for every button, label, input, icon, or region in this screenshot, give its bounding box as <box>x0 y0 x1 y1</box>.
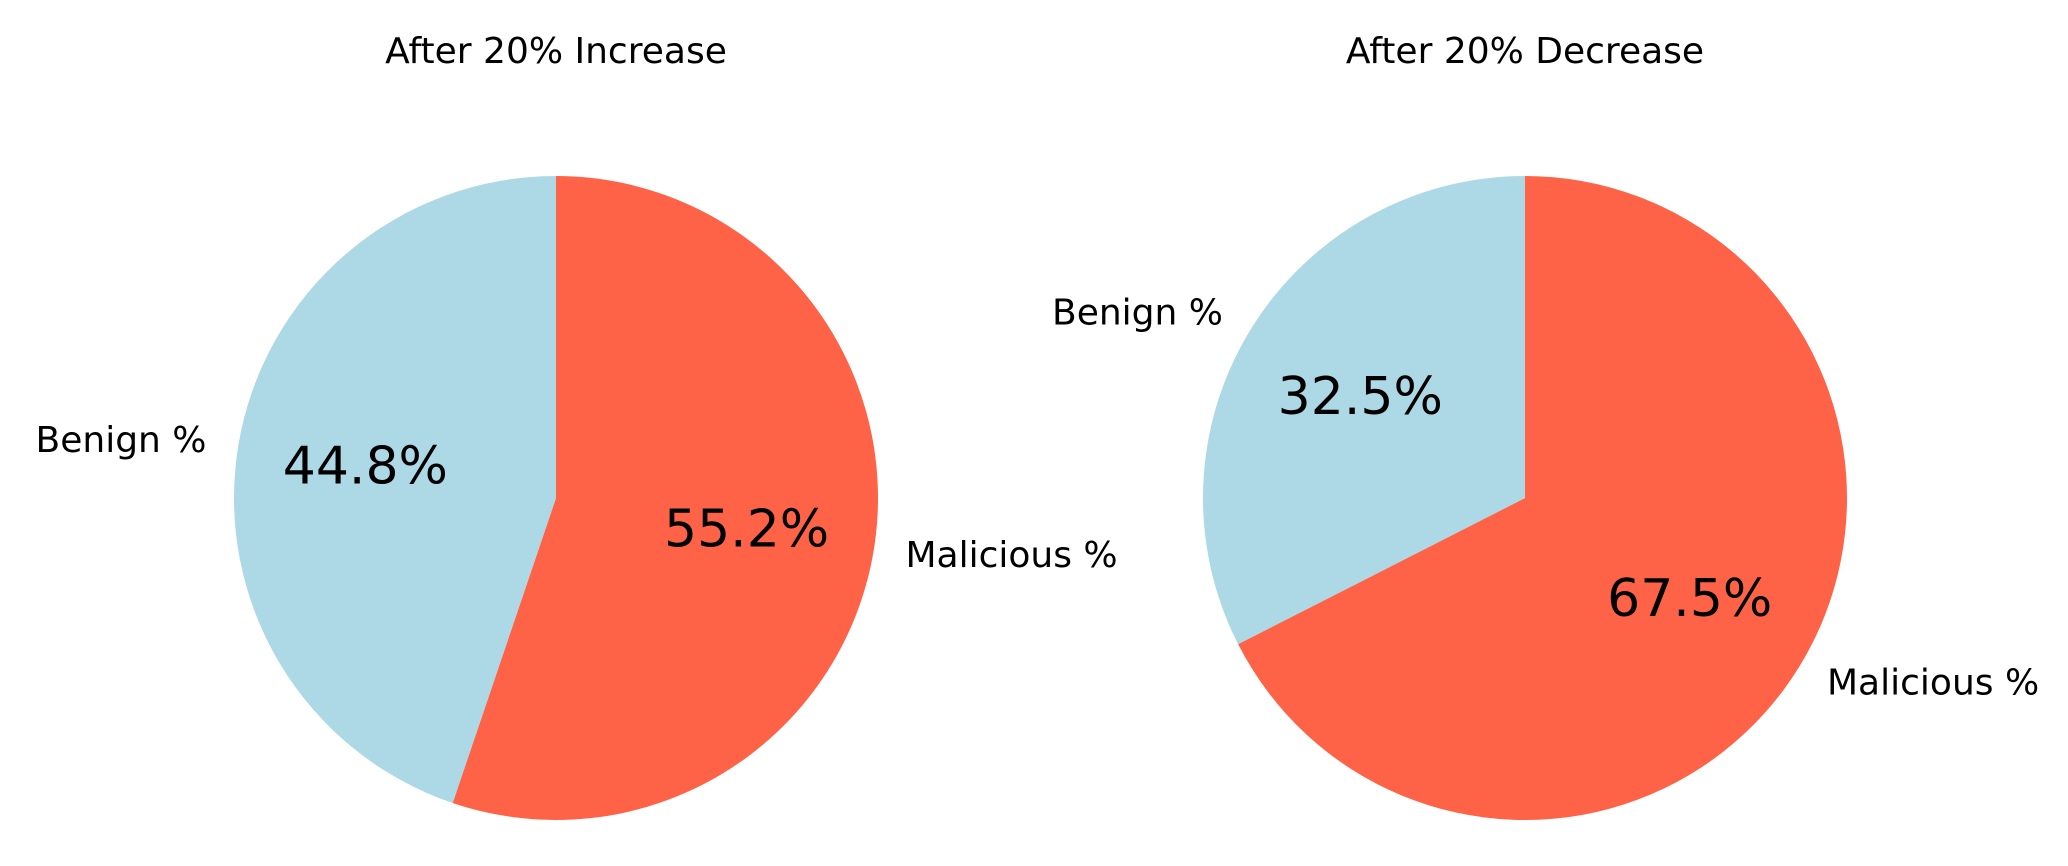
pie-slice-benign-increase <box>234 176 556 803</box>
pie-chart-decrease: After 20% Decrease 67.5% Malicious % 32.5%… <box>1052 31 2039 820</box>
pie-slice-malicious-decrease <box>1238 176 1847 820</box>
slice-percent-malicious-increase: 55.2% <box>664 499 829 559</box>
slice-label-benign-increase: Benign % <box>36 420 207 461</box>
slice-label-malicious-increase: Malicious % <box>905 535 1117 576</box>
slice-label-malicious-decrease: Malicious % <box>1827 663 2039 704</box>
slice-label-benign-decrease: Benign % <box>1052 292 1223 333</box>
pie-chart-increase: After 20% Increase 55.2% Malicious % 44.8%… <box>36 31 1118 820</box>
pie-slice-malicious-increase <box>452 176 878 820</box>
chart-title-increase: After 20% Increase <box>385 31 727 72</box>
pie-slice-benign-decrease <box>1203 176 1525 645</box>
slice-percent-benign-increase: 44.8% <box>283 437 448 497</box>
slice-percent-benign-decrease: 32.5% <box>1278 367 1443 427</box>
chart-title-decrease: After 20% Decrease <box>1346 31 1704 72</box>
slice-percent-malicious-decrease: 67.5% <box>1607 569 1772 629</box>
